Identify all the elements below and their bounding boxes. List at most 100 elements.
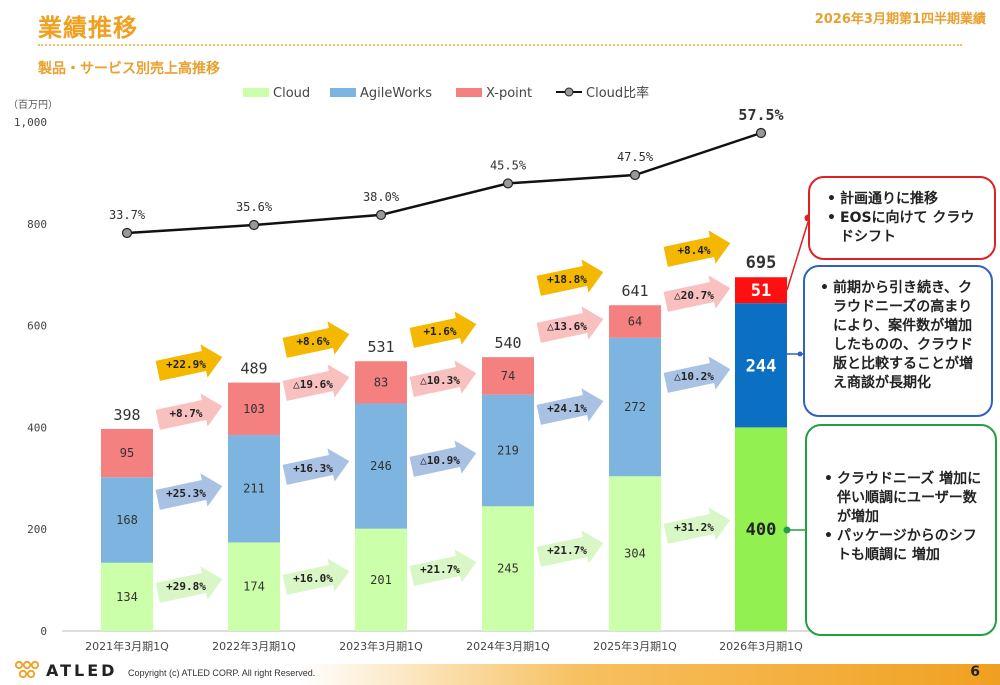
- bar-agileworks: [101, 477, 153, 563]
- bar-agileworks: [355, 403, 407, 529]
- growth-arrow-cloud-shape: [282, 558, 350, 595]
- growth-arrow-xpoint: △13.6%: [536, 306, 604, 343]
- growth-arrow-xpoint-label: △20.7%: [674, 289, 714, 302]
- bar-total-label: 489: [240, 360, 267, 378]
- logo-text: ATLED: [46, 660, 118, 680]
- bar-xpoint: [609, 305, 661, 338]
- bar-xpoint-label: 64: [628, 315, 642, 329]
- growth-arrow-agile-shape: [409, 440, 477, 477]
- growth-arrow-agile-shape: [536, 388, 604, 425]
- company-logo: ATLED: [14, 660, 117, 680]
- callout-agileworks-line-1: 前期から引き続き、クラウドニーズの高まりにより、案件数が増加したものの、クラウド…: [820, 279, 983, 393]
- legend-cloud-swatch: [243, 88, 269, 97]
- y-tick-label: 600: [27, 320, 47, 333]
- legend-agileworks-swatch: [330, 88, 356, 97]
- bar-xpoint-label: 95: [120, 446, 134, 460]
- growth-arrow-agile: +24.1%: [536, 388, 604, 425]
- bar-cloud: [735, 427, 787, 631]
- cloud-ratio-point: [248, 219, 260, 231]
- bar-xpoint-label: 51: [751, 281, 771, 301]
- growth-arrow-total-label: +8.4%: [677, 244, 710, 257]
- bar-agileworks-label: 246: [370, 459, 392, 473]
- growth-arrow-total-label: +8.6%: [296, 335, 329, 348]
- growth-arrow-agile-label: +16.3%: [293, 462, 333, 475]
- bar-total-label: 540: [494, 334, 521, 352]
- growth-arrow-cloud-label: +21.7%: [420, 563, 460, 576]
- growth-arrow-cloud-shape: [409, 549, 477, 586]
- connector-cloud-dot: [783, 526, 791, 534]
- growth-arrow-xpoint-shape: [536, 306, 604, 343]
- x-tick-label: 2023年3月期1Q: [339, 639, 423, 653]
- callout-cloud-line-2: パッケージからのシフトも順調に 増加: [824, 527, 987, 565]
- legend-agileworks-label: AgileWorks: [360, 86, 432, 101]
- growth-arrow-xpoint-shape: [409, 360, 477, 397]
- growth-arrow-agile: +16.3%: [282, 448, 350, 485]
- x-tick-label: 2026年3月期1Q: [719, 639, 803, 653]
- growth-arrow-agile: △10.2%: [663, 356, 731, 393]
- growth-arrow-cloud: +21.7%: [536, 530, 604, 567]
- cloud-ratio-point: [121, 227, 133, 239]
- bar-xpoint: [482, 357, 534, 395]
- growth-arrow-agile-shape: [282, 448, 350, 485]
- bar-cloud-label: 400: [746, 520, 777, 540]
- growth-arrow-cloud-shape: [155, 566, 223, 603]
- bar-cloud-label: 174: [243, 580, 265, 594]
- growth-arrow-agile-label: +24.1%: [547, 402, 587, 415]
- growth-arrow-total-label: +1.6%: [423, 325, 456, 338]
- growth-arrow-xpoint-label: △13.6%: [547, 320, 587, 333]
- callout-xpoint-line-1: 計画通りに推移: [827, 190, 984, 209]
- cloud-ratio-point: [375, 209, 387, 221]
- bar-xpoint: [735, 277, 787, 304]
- growth-arrow-total: +8.4%: [663, 230, 731, 267]
- cloud-ratio-label: 45.5%: [490, 158, 527, 172]
- growth-arrow-cloud: +16.0%: [282, 558, 350, 595]
- y-tick-label: 400: [27, 421, 47, 434]
- bar-cloud: [355, 528, 407, 631]
- growth-arrow-total-shape: [155, 344, 223, 381]
- bar-cloud-label: 201: [370, 573, 392, 587]
- y-tick-label: 800: [27, 218, 47, 231]
- growth-arrow-agile-shape: [663, 356, 731, 393]
- growth-arrow-xpoint-label: △10.3%: [420, 374, 460, 387]
- cloud-ratio-point: [755, 127, 767, 139]
- cloud-ratio-line: [126, 131, 762, 235]
- title-divider: [38, 44, 962, 46]
- cloud-ratio-label: 35.6%: [236, 200, 273, 214]
- callout-agileworks: 前期から引き続き、クラウドニーズの高まりにより、案件数が増加したものの、クラウド…: [803, 265, 993, 417]
- growth-arrow-cloud: +31.2%: [663, 507, 731, 544]
- bar-xpoint-label: 74: [501, 369, 515, 383]
- cloud-ratio-label: 47.5%: [617, 150, 654, 164]
- growth-arrow-total: +8.6%: [282, 321, 350, 358]
- bar-total-label: 531: [367, 338, 394, 356]
- growth-arrow-cloud: +21.7%: [409, 549, 477, 586]
- growth-arrow-cloud-shape: [536, 530, 604, 567]
- y-tick-label: 1,000: [14, 116, 47, 129]
- bar-cloud-label: 245: [497, 562, 519, 576]
- connector-agileworks-dot: [797, 351, 803, 357]
- cloud-ratio-point: [629, 169, 641, 181]
- page-title: 業績推移: [38, 14, 138, 42]
- copyright: Copyright (c) ATLED CORP. All right Rese…: [128, 668, 316, 678]
- bar-cloud: [228, 542, 280, 631]
- bar-agileworks-label: 168: [116, 513, 138, 527]
- growth-arrow-cloud-label: +21.7%: [547, 544, 587, 557]
- growth-arrow-total: +22.9%: [155, 344, 223, 381]
- growth-arrow-xpoint: △20.7%: [663, 275, 731, 312]
- legend-cloud-ratio-label: Cloud比率: [586, 85, 649, 101]
- growth-arrow-agile: +25.3%: [155, 473, 223, 510]
- bar-agileworks: [482, 394, 534, 507]
- legend-xpoint-label: X-point: [486, 86, 532, 101]
- growth-arrow-total: +1.6%: [409, 311, 477, 348]
- bar-cloud: [609, 476, 661, 631]
- bar-agileworks: [228, 435, 280, 543]
- y-tick-label: 0: [40, 625, 47, 638]
- growth-arrow-cloud-label: +31.2%: [674, 521, 714, 534]
- bar-xpoint: [101, 428, 153, 478]
- growth-arrow-xpoint: +8.7%: [155, 393, 223, 430]
- growth-arrow-agile: △10.9%: [409, 440, 477, 477]
- cloud-ratio-label: 33.7%: [109, 208, 146, 222]
- growth-arrow-cloud: +29.8%: [155, 566, 223, 603]
- growth-arrow-agile-label: △10.9%: [420, 454, 460, 467]
- bar-agileworks: [609, 337, 661, 477]
